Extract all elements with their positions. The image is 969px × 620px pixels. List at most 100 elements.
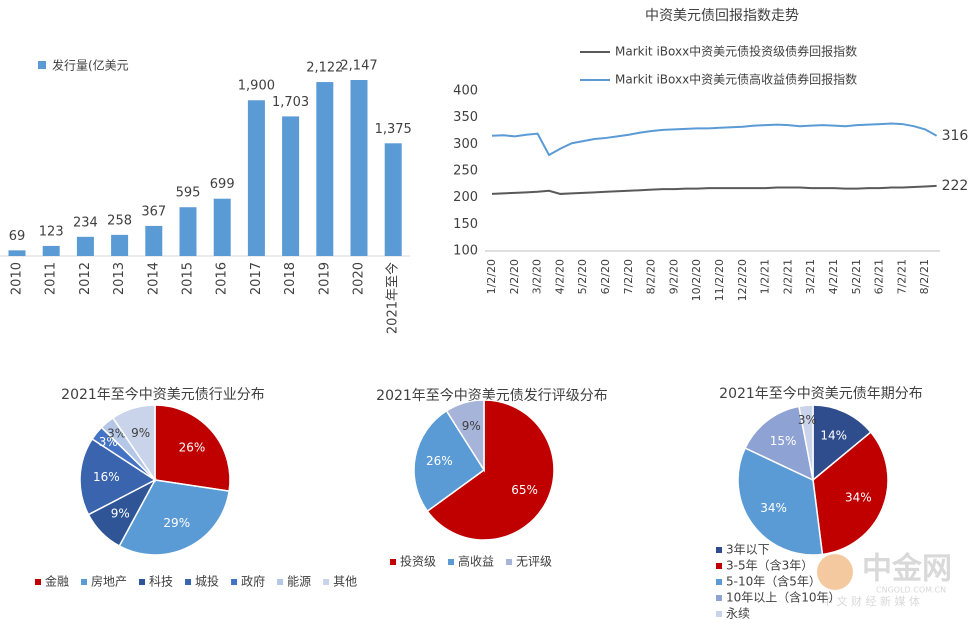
chart-title: 2021年至今中资美元债行业分布	[61, 387, 265, 403]
legend-swatch	[139, 579, 146, 585]
bar	[8, 250, 26, 256]
slice-label: 15%	[770, 434, 797, 448]
slice-label: 26%	[179, 441, 206, 455]
legend-label: 其他	[333, 575, 357, 589]
bar	[213, 198, 231, 256]
watermark-name: 中金网	[862, 552, 952, 587]
x-tick-label: 2021年至今	[385, 262, 401, 334]
x-tick-label: 11/2/20	[713, 259, 726, 301]
x-tick-label: 10/2/20	[690, 259, 703, 301]
data-label: 699	[210, 177, 235, 192]
legend-label: 科技	[149, 575, 173, 589]
slice-label: 9%	[131, 426, 150, 440]
y-tick-label: 300	[453, 137, 478, 152]
x-tick-label: 2017	[249, 262, 264, 295]
data-label: 69	[9, 229, 26, 244]
pie-slice	[413, 409, 486, 513]
slice-label: 34%	[845, 490, 872, 504]
data-label: 258	[107, 213, 132, 228]
legend-swatch	[185, 579, 192, 585]
x-tick-label: 1/2/20	[485, 259, 498, 294]
legend-label: 政府	[241, 574, 265, 589]
data-label: 1,375	[375, 122, 412, 137]
bar	[145, 225, 163, 256]
legend-label: 无评级	[516, 555, 552, 569]
x-tick-label: 7/2/20	[622, 259, 635, 294]
y-tick-label: 400	[453, 84, 478, 99]
legend-label: Markit iBoxx中资美元债投资级债券回报指数	[615, 44, 857, 59]
y-tick-label: 250	[453, 164, 478, 179]
legend-label: 金融	[45, 574, 69, 589]
slice-label: 26%	[426, 454, 453, 468]
pie-slice	[118, 479, 231, 556]
legend-swatch	[716, 579, 722, 585]
legend-swatch	[35, 579, 41, 585]
legend-swatch	[390, 559, 396, 565]
pie-slice	[111, 404, 156, 483]
legend-swatch	[448, 559, 455, 565]
bar	[76, 236, 94, 256]
x-tick-label: 2020	[352, 262, 367, 295]
slice-label: 9%	[111, 507, 130, 521]
chart-title: 中资美元债回报指数走势	[645, 8, 799, 24]
legend-label: 3年以下	[726, 543, 770, 557]
bar	[282, 116, 300, 256]
pie-slice	[812, 431, 889, 556]
pie-slice	[744, 405, 815, 482]
x-tick-label: 6/2/20	[599, 259, 612, 294]
legend-label: 永续	[726, 607, 750, 620]
data-label: 234	[73, 215, 98, 230]
y-tick-label: 150	[453, 217, 478, 232]
legend-swatch	[716, 547, 722, 553]
x-tick-label: 8/2/20	[645, 259, 658, 294]
chart-title: 2021年至今中资美元债发行评级分布	[376, 388, 608, 404]
line	[491, 122, 938, 157]
slice-label: 9%	[462, 419, 481, 433]
pie-slice	[79, 437, 157, 516]
bar	[42, 245, 60, 256]
x-tick-label: 6/2/21	[873, 259, 886, 294]
x-tick-label: 12/2/20	[736, 259, 749, 301]
bar	[247, 100, 265, 256]
x-tick-label: 7/2/21	[895, 259, 908, 294]
x-tick-label: 4/2/21	[827, 259, 840, 294]
legend-swatch	[323, 579, 330, 585]
watermark-slogan: 中 文 财 经 新 媒 体	[822, 594, 920, 608]
pie-slice	[798, 404, 814, 481]
legend-label: 5-10年（含5年）	[726, 574, 821, 589]
y-tick-label: 200	[453, 190, 478, 205]
pie-slice	[445, 399, 485, 473]
x-tick-label: 2015	[181, 262, 196, 295]
legend-label: 城投	[195, 574, 219, 589]
legend-swatch	[231, 579, 238, 585]
watermark-logo	[817, 554, 853, 590]
data-label: 367	[141, 204, 166, 219]
legend-label: 发行量(亿美元	[52, 58, 129, 73]
x-tick-label: 4/2/20	[553, 259, 566, 294]
slice-label: 34%	[760, 501, 787, 515]
legend-label: 3-5年（含3年）	[726, 558, 813, 573]
slice-label: 16%	[93, 470, 120, 484]
x-tick-label: 2011	[44, 262, 59, 295]
x-tick-label: 2016	[215, 262, 230, 295]
legend-label: 房地产	[91, 574, 127, 589]
legend-swatch	[506, 559, 513, 565]
x-tick-label: 2019	[317, 262, 332, 295]
data-label: 2,147	[340, 59, 377, 74]
bar	[384, 143, 402, 256]
legend-swatch	[716, 595, 722, 601]
pie-slice	[426, 399, 555, 541]
pie-slice	[812, 404, 872, 482]
slice-label: 3%	[798, 413, 817, 427]
x-tick-label: 3/2/21	[804, 259, 817, 294]
legend-label: 投资级	[400, 554, 436, 569]
bar	[179, 207, 197, 256]
slice-label: 29%	[163, 516, 190, 530]
data-label: 2,122	[306, 61, 343, 76]
legend-label: Markit iBoxx中资美元债高收益债券回报指数	[615, 72, 857, 87]
legend-swatch	[716, 563, 722, 569]
legend-swatch	[81, 579, 88, 585]
x-tick-label: 2012	[78, 262, 93, 295]
